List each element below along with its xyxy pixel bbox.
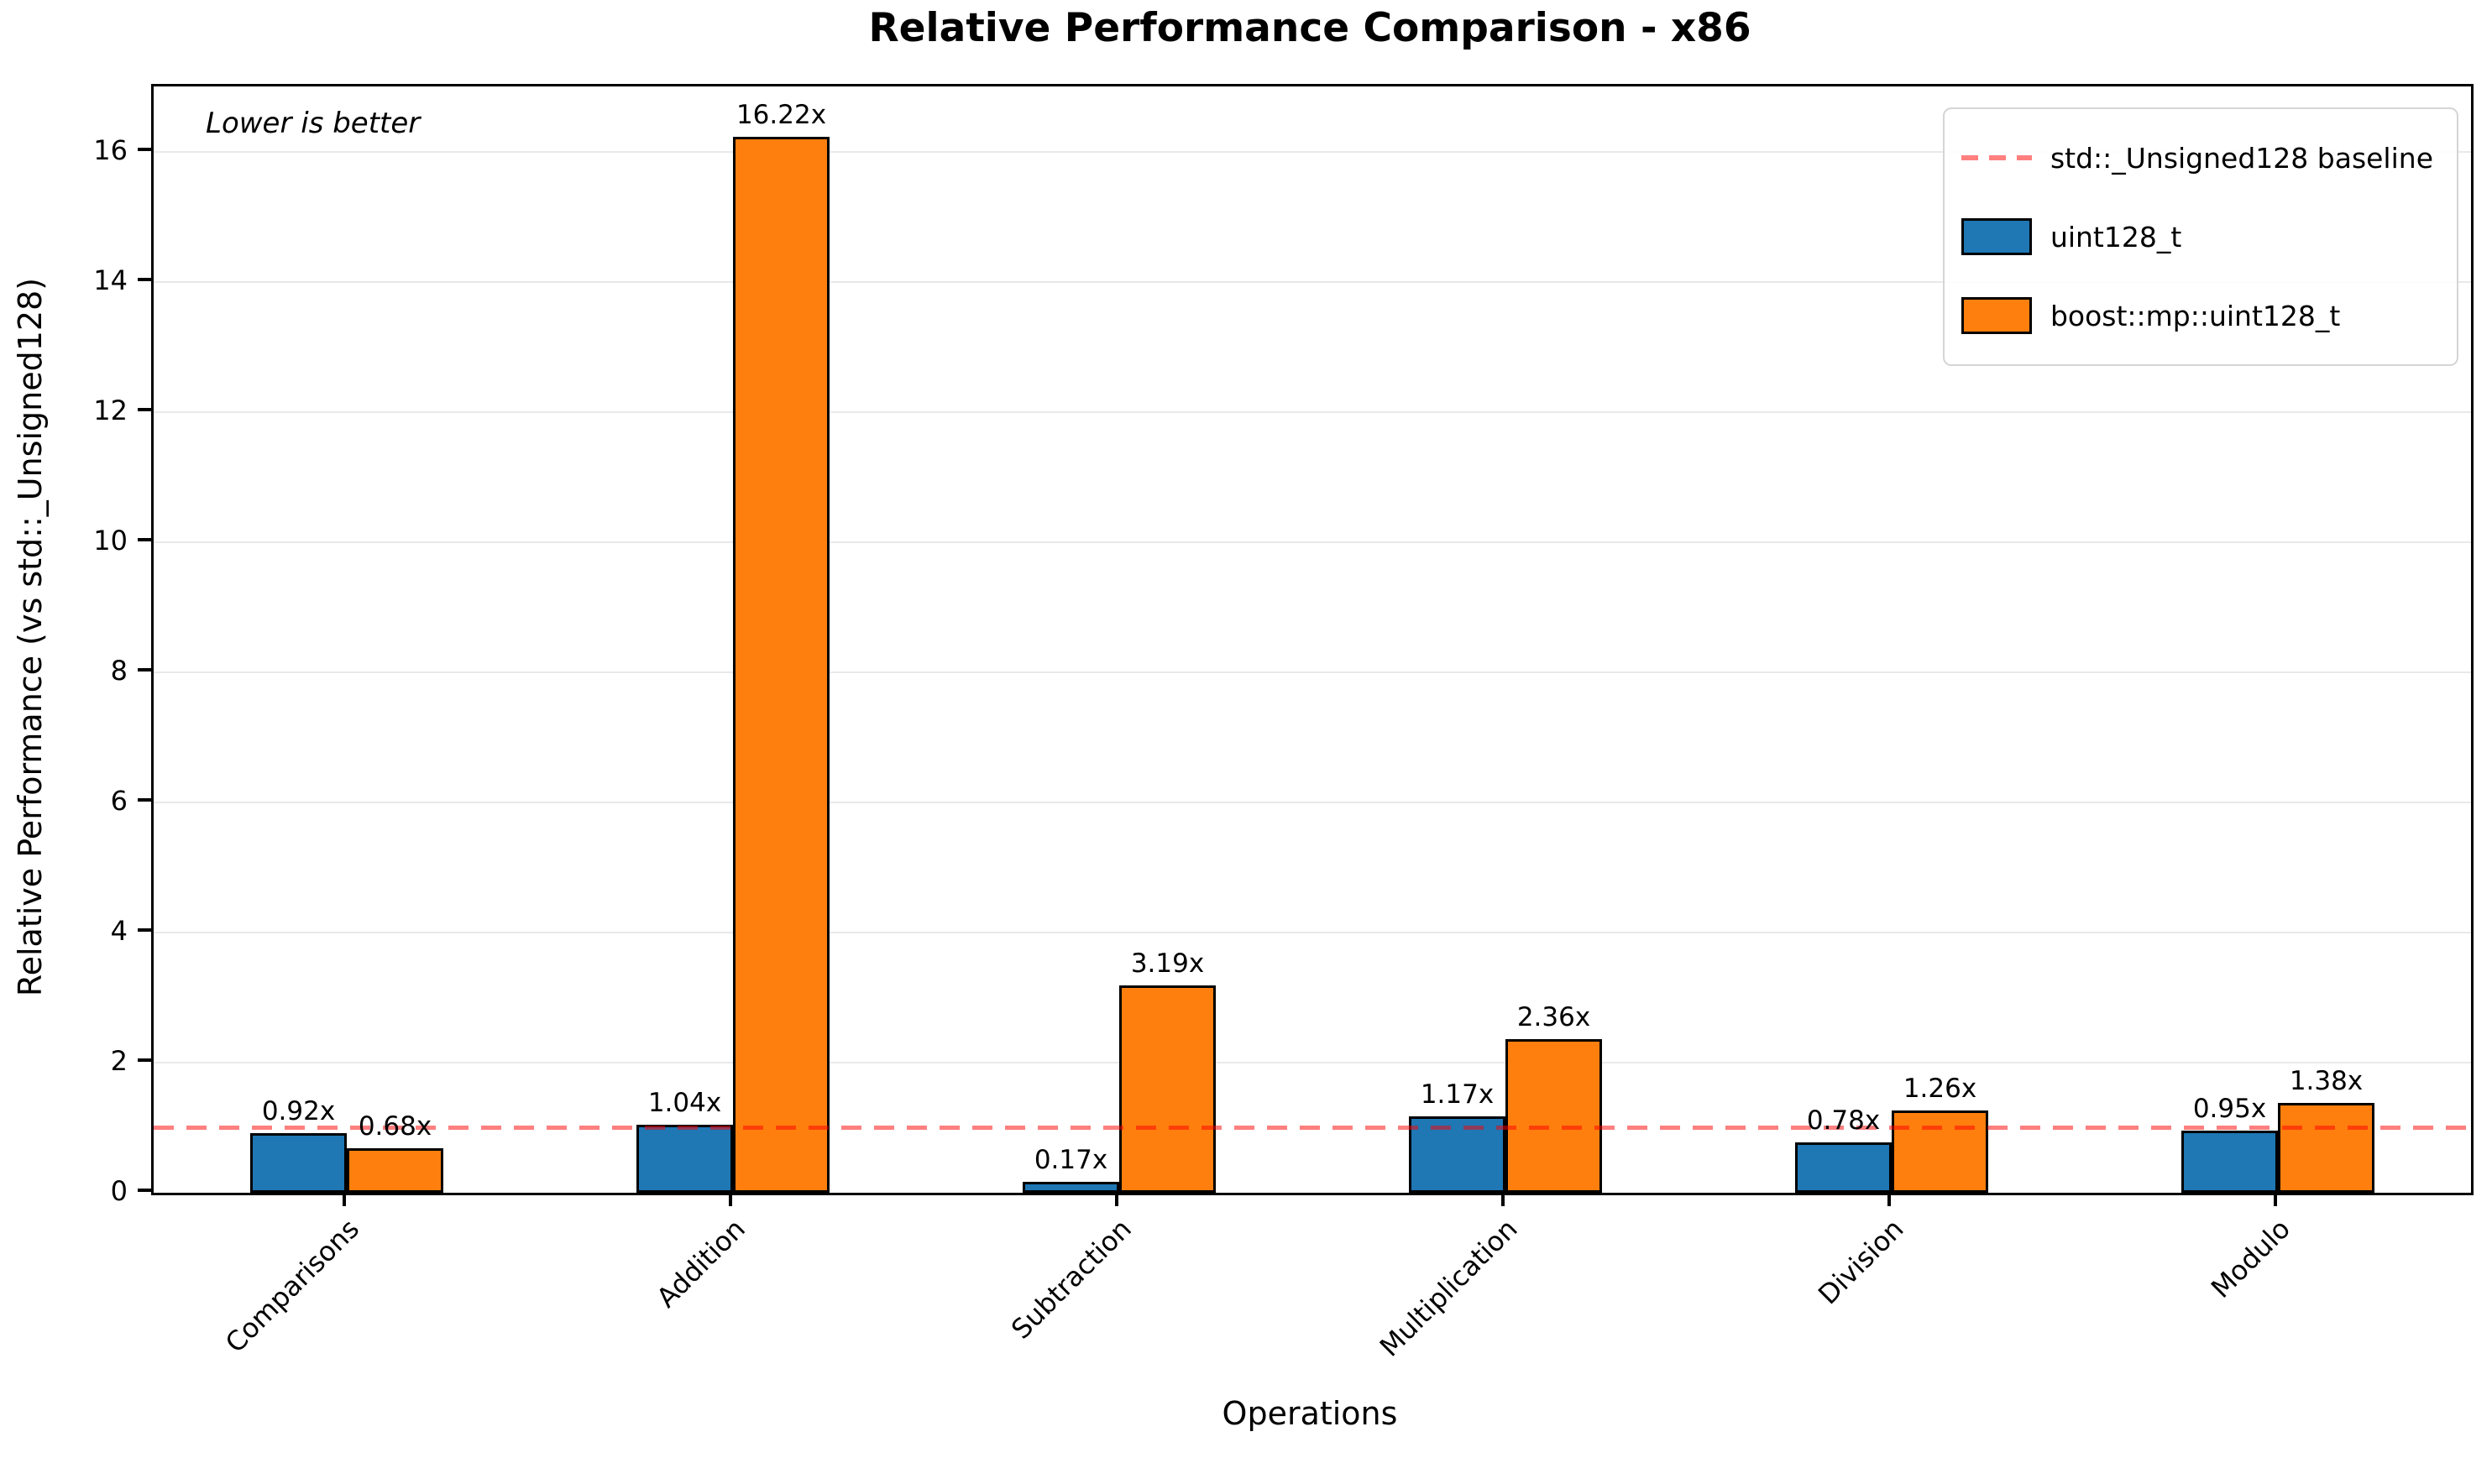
- y-tick: [138, 537, 151, 541]
- bar-value-label: 0.95x: [2192, 1094, 2267, 1124]
- bar-boost-mp-uint128-t-comparisons: [347, 1148, 443, 1193]
- x-axis-label: Operations: [1222, 1395, 1398, 1432]
- y-tick-label: 16: [93, 133, 128, 166]
- bar-value-label: 1.04x: [647, 1088, 722, 1118]
- bar-boost-mp-uint128-t-subtraction: [1119, 985, 1216, 1193]
- x-tick: [1115, 1193, 1118, 1206]
- y-tick-label: 6: [110, 784, 128, 817]
- y-tick-label: 2: [110, 1044, 128, 1077]
- y-tick: [138, 147, 151, 151]
- gridline: [154, 541, 2471, 543]
- bar-value-label: 0.78x: [1806, 1105, 1881, 1136]
- gridline: [154, 801, 2471, 803]
- legend-item-baseline: std::_Unsigned128 baseline: [1961, 124, 2433, 191]
- y-tick: [138, 667, 151, 671]
- x-tick: [2274, 1193, 2277, 1206]
- y-tick-label: 0: [110, 1175, 128, 1207]
- x-tick-label: Modulo: [2204, 1212, 2296, 1304]
- gridline: [154, 931, 2471, 933]
- bar-value-label: 1.38x: [2289, 1066, 2364, 1096]
- x-tick-label: Multiplication: [1373, 1212, 1524, 1363]
- y-tick-label: 14: [93, 264, 128, 296]
- x-tick: [343, 1193, 346, 1206]
- baseline-dash-sample: [1961, 155, 2032, 160]
- gridline: [154, 150, 2471, 153]
- y-tick: [138, 797, 151, 802]
- x-tick: [1501, 1193, 1505, 1206]
- lower-is-better-annotation: Lower is better: [206, 107, 421, 140]
- legend-item-boost-mp-uint128-t: boost::mp::uint128_t: [1961, 282, 2433, 349]
- y-axis-label: Relative Performance (vs std::_Unsigned1…: [12, 277, 49, 997]
- x-tick-label: Addition: [650, 1212, 751, 1314]
- bar-boost-mp-uint128-t-modulo: [2278, 1103, 2374, 1193]
- y-tick: [138, 1189, 151, 1192]
- bar-uint128-t-modulo: [2181, 1131, 2278, 1193]
- legend-swatch-uint128-t: [1961, 218, 2032, 255]
- legend-item-uint128-t: uint128_t: [1961, 203, 2433, 270]
- x-tick: [1887, 1193, 1891, 1206]
- bar-uint128-t-addition: [636, 1125, 733, 1193]
- bar-value-label: 2.36x: [1516, 1002, 1591, 1032]
- bar-boost-mp-uint128-t-division: [1892, 1110, 1988, 1193]
- bar-value-label: 3.19x: [1130, 948, 1205, 979]
- x-tick-label: Subtraction: [1004, 1212, 1138, 1346]
- gridline: [154, 410, 2471, 413]
- y-tick-label: 10: [93, 524, 128, 556]
- baseline-line: [154, 1126, 2471, 1131]
- y-tick-label: 4: [110, 914, 128, 947]
- bar-value-label: 16.22x: [736, 100, 827, 130]
- x-tick-label: Division: [1812, 1212, 1910, 1311]
- legend-label-boost-mp-uint128-t: boost::mp::uint128_t: [2050, 299, 2341, 332]
- bar-value-label: 1.26x: [1903, 1074, 1977, 1104]
- x-tick: [729, 1193, 732, 1206]
- legend-label-uint128-t: uint128_t: [2050, 220, 2182, 253]
- legend-swatch-boost-mp-uint128-t: [1961, 297, 2032, 334]
- gridline: [154, 671, 2471, 673]
- y-tick-label: 8: [110, 654, 128, 687]
- chart-title: Relative Performance Comparison - x86: [868, 5, 1751, 51]
- y-tick-label: 12: [93, 394, 128, 426]
- bar-uint128-t-subtraction: [1023, 1182, 1119, 1193]
- bar-value-label: 1.17x: [1420, 1079, 1495, 1110]
- y-tick: [138, 277, 151, 281]
- bar-value-label: 0.17x: [1034, 1145, 1108, 1175]
- y-tick: [138, 1058, 151, 1062]
- bar-boost-mp-uint128-t-addition: [733, 137, 830, 1193]
- bar-uint128-t-comparisons: [250, 1133, 347, 1193]
- bar-value-label: 0.68x: [358, 1111, 432, 1142]
- legend-label-baseline: std::_Unsigned128 baseline: [2050, 141, 2433, 175]
- y-tick: [138, 407, 151, 411]
- gridline: [154, 1061, 2471, 1063]
- bar-boost-mp-uint128-t-multiplication: [1505, 1039, 1602, 1193]
- gridline: [154, 280, 2471, 283]
- x-tick-label: Comparisons: [218, 1212, 365, 1360]
- y-tick: [138, 928, 151, 932]
- bar-value-label: 0.92x: [261, 1096, 336, 1126]
- bar-uint128-t-division: [1795, 1142, 1892, 1193]
